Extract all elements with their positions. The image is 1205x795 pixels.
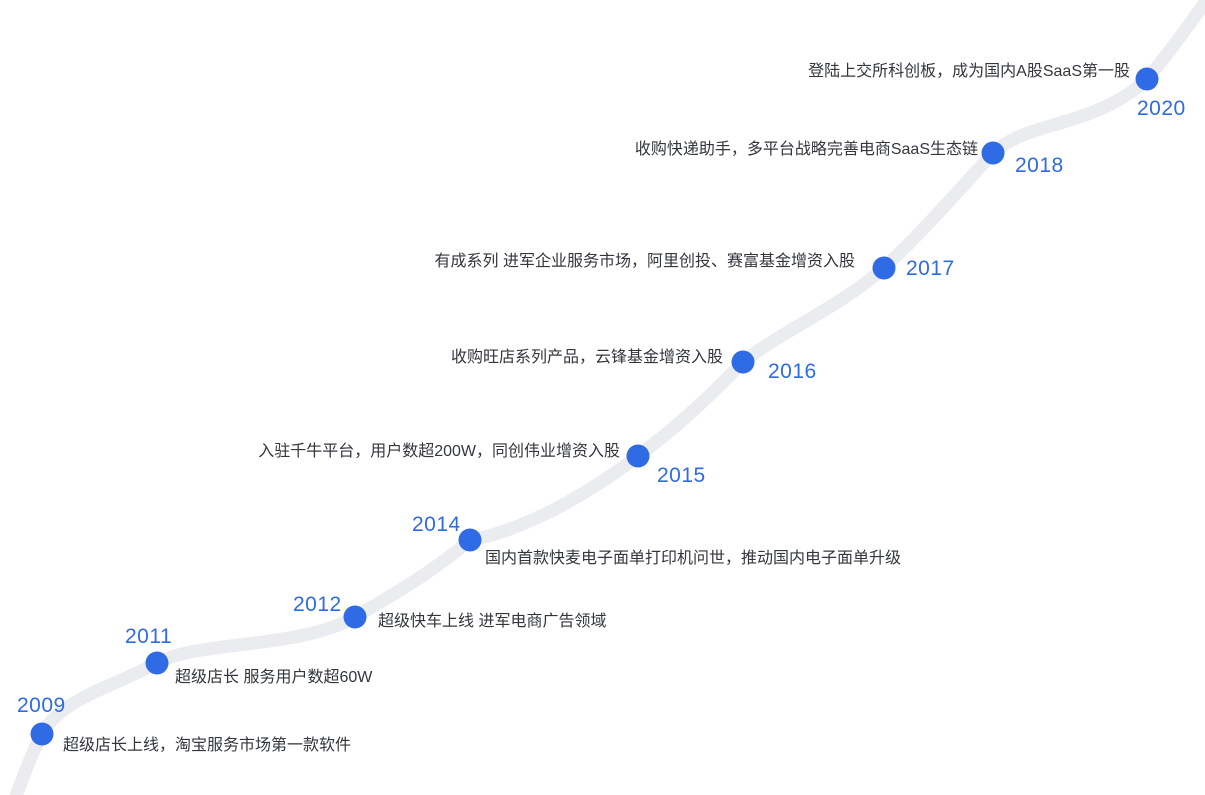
milestone-year-2009: 2009 <box>17 694 66 717</box>
milestone-dot-2018 <box>981 141 1005 165</box>
milestone-dot-2011 <box>145 651 169 675</box>
milestone-desc-2014: 国内首款快麦电子面单打印机问世，推动国内电子面单升级 <box>485 550 902 567</box>
milestone-dot-2015 <box>626 444 650 468</box>
milestone-year-2012: 2012 <box>293 593 342 616</box>
milestone-dot-2014 <box>458 528 482 552</box>
milestone-desc-2017: 有成系列 进军企业服务市场，阿里创投、赛富基金增资入股 <box>434 253 855 270</box>
milestone-year-2016: 2016 <box>768 360 817 383</box>
milestone-dot-2012 <box>343 605 367 629</box>
milestone-dot-2009 <box>30 722 54 746</box>
milestone-year-2015: 2015 <box>657 464 706 487</box>
milestone-dot-2016 <box>731 350 755 374</box>
milestone-desc-2020: 登陆上交所科创板，成为国内A股SaaS第一股 <box>808 63 1130 80</box>
milestone-desc-2018: 收购快递助手，多平台战略完善电商SaaS生态链 <box>634 141 978 158</box>
milestone-year-2020: 2020 <box>1137 97 1186 120</box>
milestone-desc-2011: 超级店长 服务用户数超60W <box>175 669 373 686</box>
milestone-year-2014: 2014 <box>412 513 461 536</box>
milestone-year-2018: 2018 <box>1015 154 1064 177</box>
milestone-desc-2016: 收购旺店系列产品，云锋基金增资入股 <box>450 349 723 366</box>
milestone-dot-2017 <box>872 256 896 280</box>
milestone-desc-2009: 超级店长上线，淘宝服务市场第一款软件 <box>63 737 352 754</box>
milestone-desc-2012: 超级快车上线 进军电商广告领域 <box>378 613 607 630</box>
milestone-year-2017: 2017 <box>906 257 955 280</box>
milestone-dot-2020 <box>1135 67 1159 91</box>
milestone-desc-2015: 入驻千牛平台，用户数超200W，同创伟业增资入股 <box>258 443 620 460</box>
milestone-year-2011: 2011 <box>125 625 173 648</box>
